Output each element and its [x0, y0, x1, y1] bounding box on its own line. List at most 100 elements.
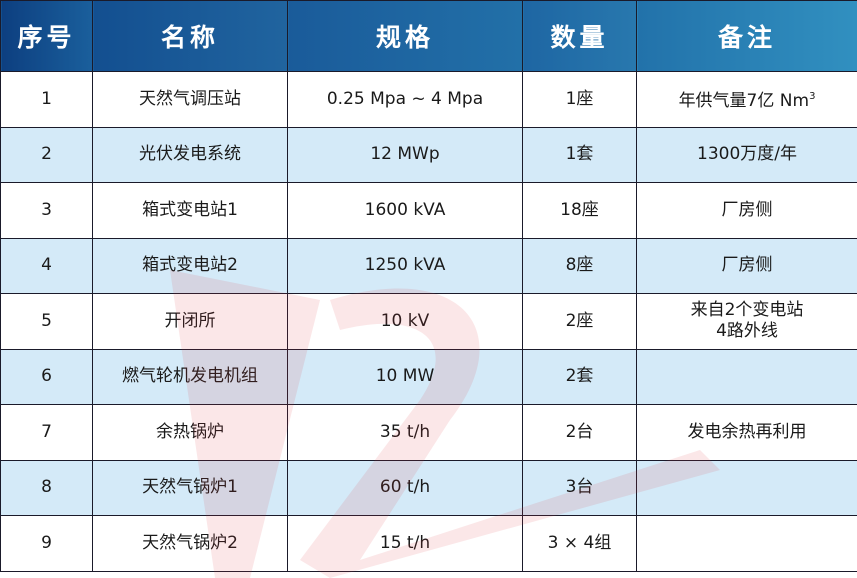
note-text: 厂房侧: [721, 255, 773, 276]
table-row: 1 天然气调压站 0.25 Mpa ~ 4 Mpa 1座 年供气量7亿 Nm3: [0, 71, 857, 128]
spec-text: 60 t/h: [379, 477, 431, 498]
table-row: 9 天然气锅炉2 15 t/h 3 × 4组: [0, 515, 857, 572]
note-text: 厂房侧: [721, 199, 773, 220]
table-row: 3 箱式变电站1 1600 kVA 18座 厂房侧: [0, 182, 857, 239]
note-text: 1300万度/年: [697, 144, 797, 165]
cell-name: 燃气轮机发电机组: [92, 348, 288, 405]
table-row: 2 光伏发电系统 12 MWp 1套 1300万度/年: [0, 126, 857, 183]
cell-no: 9: [0, 515, 93, 572]
cell-qty: 3台: [522, 459, 637, 516]
qty-text: 3 × 4组: [547, 532, 612, 553]
no-text: 3: [41, 199, 52, 220]
no-text: 8: [41, 477, 52, 498]
header-note: 备注: [636, 0, 857, 72]
cell-qty: 1套: [522, 126, 637, 183]
cell-qty: 2台: [522, 404, 637, 461]
spec-text: 12 MWp: [370, 144, 440, 165]
cell-no: 6: [0, 348, 93, 405]
cell-qty: 2套: [522, 348, 637, 405]
no-text: 7: [41, 421, 52, 442]
cell-no: 2: [0, 126, 93, 183]
name-text: 箱式变电站1: [142, 199, 238, 220]
cell-note: 发电余热再利用: [636, 404, 857, 461]
cell-note: [636, 348, 857, 405]
cell-note: 厂房侧: [636, 182, 857, 239]
name-text: 天然气锅炉2: [142, 532, 238, 553]
cell-qty: 3 × 4组: [522, 515, 637, 572]
cell-note: [636, 515, 857, 572]
cell-name: 箱式变电站2: [92, 237, 288, 294]
cell-note: [636, 459, 857, 516]
cell-name: 天然气锅炉2: [92, 515, 288, 572]
header-row: 序号 名称 规格 数量 备注: [0, 0, 857, 72]
header-no: 序号: [0, 0, 93, 72]
spec-text: 35 t/h: [379, 421, 431, 442]
cell-qty: 18座: [522, 182, 637, 239]
spec-text: 10 kV: [380, 310, 430, 331]
qty-text: 2台: [565, 421, 594, 442]
name-text: 光伏发电系统: [139, 144, 241, 165]
header-spec: 规格: [287, 0, 523, 72]
name-text: 开闭所: [164, 310, 216, 331]
table-row: 6 燃气轮机发电机组 10 MW 2套: [0, 348, 857, 405]
name-text: 箱式变电站2: [142, 255, 238, 276]
cell-spec: 15 t/h: [287, 515, 523, 572]
cell-note: 1300万度/年: [636, 126, 857, 183]
cell-no: 3: [0, 182, 93, 239]
cell-no: 1: [0, 71, 93, 128]
cell-no: 4: [0, 237, 93, 294]
note-text: 发电余热再利用: [687, 421, 807, 442]
qty-text: 1套: [565, 144, 594, 165]
name-text: 余热锅炉: [156, 421, 224, 442]
table-row: 4 箱式变电站2 1250 kVA 8座 厂房侧: [0, 237, 857, 294]
no-text: 4: [41, 255, 52, 276]
cell-spec: 60 t/h: [287, 459, 523, 516]
table-row: 8 天然气锅炉1 60 t/h 3台: [0, 459, 857, 516]
header-qty: 数量: [522, 0, 637, 72]
cell-spec: 35 t/h: [287, 404, 523, 461]
cell-name: 开闭所: [92, 293, 288, 350]
spec-text: 1600 kVA: [364, 199, 446, 220]
no-text: 1: [41, 88, 52, 109]
cell-spec: 10 MW: [287, 348, 523, 405]
cell-name: 光伏发电系统: [92, 126, 288, 183]
cell-spec: 0.25 Mpa ~ 4 Mpa: [287, 71, 523, 128]
name-text: 天然气锅炉1: [142, 477, 238, 498]
cell-name: 箱式变电站1: [92, 182, 288, 239]
spec-text: 10 MW: [375, 366, 435, 387]
table-row: 5 开闭所 10 kV 2座 来自2个变电站 4路外线: [0, 293, 857, 350]
cell-qty: 2座: [522, 293, 637, 350]
cell-qty: 1座: [522, 71, 637, 128]
qty-text: 18座: [560, 199, 599, 220]
cell-note: 来自2个变电站 4路外线: [636, 293, 857, 350]
cell-spec: 10 kV: [287, 293, 523, 350]
cell-name: 天然气锅炉1: [92, 459, 288, 516]
cell-spec: 1600 kVA: [287, 182, 523, 239]
no-text: 9: [41, 532, 52, 553]
no-text: 2: [41, 144, 52, 165]
no-text: 6: [41, 366, 52, 387]
qty-text: 3台: [565, 477, 594, 498]
note-text-line2: 4路外线: [716, 321, 778, 342]
spec-text: 0.25 Mpa ~ 4 Mpa: [326, 88, 484, 109]
cell-note: 厂房侧: [636, 237, 857, 294]
table-row: 7 余热锅炉 35 t/h 2台 发电余热再利用: [0, 404, 857, 461]
cell-spec: 12 MWp: [287, 126, 523, 183]
spec-text: 15 t/h: [379, 532, 431, 553]
spec-text: 1250 kVA: [364, 255, 446, 276]
note-text: 来自2个变电站: [690, 300, 804, 321]
name-text: 天然气调压站: [139, 88, 241, 109]
cell-qty: 8座: [522, 237, 637, 294]
no-text: 5: [41, 310, 52, 331]
cell-name: 余热锅炉: [92, 404, 288, 461]
qty-text: 8座: [565, 255, 594, 276]
name-text: 燃气轮机发电机组: [122, 366, 258, 387]
qty-text: 1座: [565, 88, 594, 109]
cell-no: 5: [0, 293, 93, 350]
cell-name: 天然气调压站: [92, 71, 288, 128]
cell-spec: 1250 kVA: [287, 237, 523, 294]
note-text: 年供气量7亿 Nm: [678, 91, 810, 112]
qty-text: 2套: [565, 366, 594, 387]
qty-text: 2座: [565, 310, 594, 331]
